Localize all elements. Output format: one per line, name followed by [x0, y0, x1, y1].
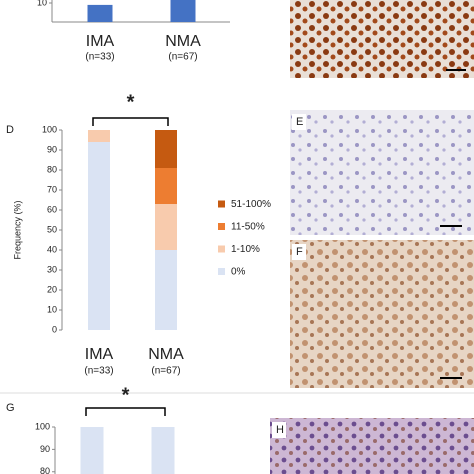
sample-size: (n=33) [84, 366, 113, 377]
y-tick-label: 0 [52, 324, 57, 334]
bar-segment [88, 130, 110, 142]
legend-swatch [218, 223, 225, 230]
sample-size: (n=33) [85, 52, 114, 63]
sample-size: (n=67) [168, 52, 197, 63]
y-tick-label: 90 [40, 444, 50, 454]
panel-label-box [272, 422, 286, 438]
panel-label-box [292, 114, 306, 130]
panel-label-box [292, 244, 306, 260]
y-tick-label: 100 [42, 124, 57, 134]
y-tick-label: 100 [35, 421, 50, 431]
bar-segment [88, 142, 110, 330]
panel-label: F [296, 246, 303, 258]
x-tick-label: NMA [165, 33, 201, 50]
legend-swatch [218, 245, 225, 253]
micrograph-e [290, 110, 474, 235]
panel-label: H [276, 424, 284, 436]
x-tick-label: IMA [85, 346, 114, 363]
sample-size: (n=67) [151, 366, 180, 377]
y-tick-label: 80 [40, 466, 50, 474]
y-tick-label: 80 [47, 164, 57, 174]
micrograph-f [290, 240, 474, 388]
significance-bracket [92, 117, 169, 126]
legend-label: 11-50% [231, 222, 265, 233]
y-tick-label: 60 [47, 204, 57, 214]
y-tick-label: 40 [47, 244, 57, 254]
x-tick-label: IMA [86, 33, 115, 50]
y-tick-label: 10 [47, 304, 57, 314]
legend-swatch [218, 268, 225, 275]
bar [80, 427, 104, 474]
legend-label: 0% [231, 267, 246, 278]
bar [170, 0, 196, 22]
y-tick-label: 20 [47, 284, 57, 294]
bar-segment [155, 130, 177, 168]
legend-label: 51-100% [231, 199, 271, 210]
y-tick-label: 90 [47, 144, 57, 154]
panel-label: G [6, 402, 15, 414]
bar [151, 427, 175, 474]
micrograph-c [290, 0, 474, 78]
y-tick-label: 70 [47, 184, 57, 194]
y-tick-label: 50 [47, 224, 57, 234]
panel-label: E [296, 116, 303, 128]
y-tick-label: 10 [37, 0, 47, 7]
x-tick-label: NMA [148, 346, 184, 363]
significance-bracket [85, 407, 166, 416]
bar-segment [155, 168, 177, 204]
bar [87, 4, 113, 23]
legend-label: 1-10% [231, 244, 260, 255]
annotation: * [122, 384, 130, 406]
bar-segment [155, 204, 177, 250]
y-axis-title: Frequency (%) [12, 200, 22, 259]
legend-swatch [218, 200, 225, 208]
micrograph-h [270, 418, 474, 474]
annotation: * [127, 91, 135, 113]
panel-label: D [6, 124, 14, 136]
bar-segment [155, 250, 177, 330]
y-tick-label: 30 [47, 264, 57, 274]
